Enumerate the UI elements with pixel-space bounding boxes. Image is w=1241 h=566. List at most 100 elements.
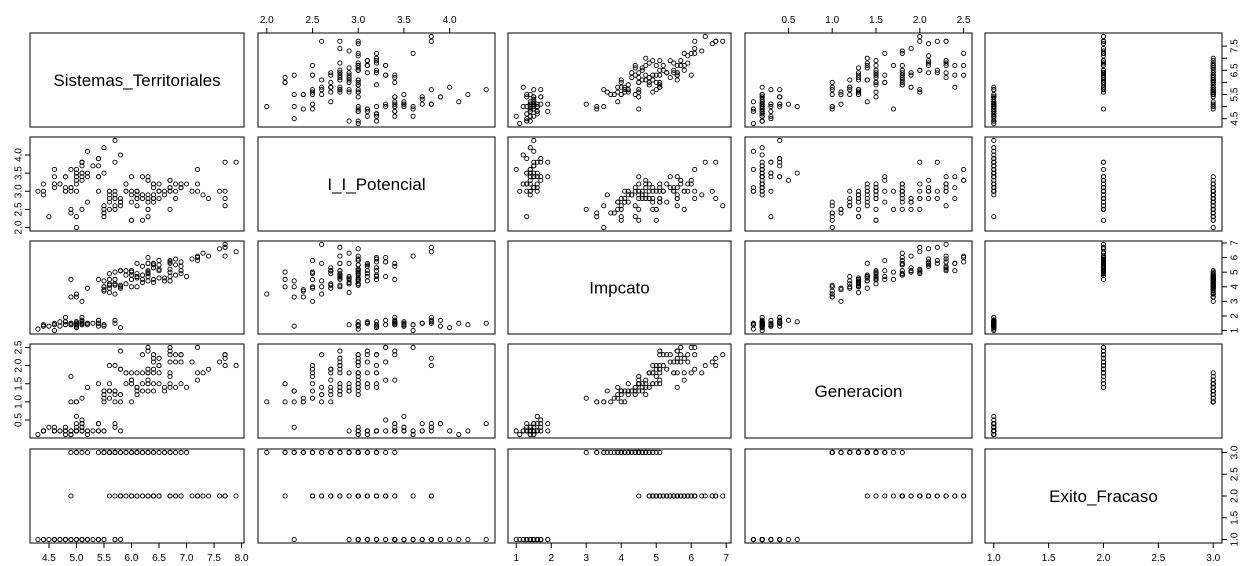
data-point: [873, 72, 879, 78]
data-point: [664, 493, 670, 499]
data-point: [117, 536, 124, 543]
data-point: [1100, 256, 1107, 262]
data-point: [101, 388, 107, 394]
data-point: [1210, 282, 1216, 288]
data-point: [622, 388, 628, 394]
data-point: [991, 181, 997, 187]
data-point: [685, 188, 691, 194]
data-point: [527, 174, 533, 180]
data-point: [337, 260, 343, 266]
data-point: [355, 363, 361, 369]
data-point: [1210, 192, 1216, 198]
data-point: [62, 424, 68, 430]
data-point: [410, 253, 416, 259]
data-point: [392, 377, 398, 383]
data-point: [62, 319, 68, 325]
data-point: [328, 99, 334, 105]
data-point: [520, 428, 526, 434]
data-point: [873, 89, 879, 95]
data-point: [534, 421, 540, 427]
axes-layer: 4.5 5.0 5.5 6.0 6.5 7.0 7.5 8.02.0 2.5 3.0 3.5 4.01…: [14, 15, 1241, 564]
data-point: [106, 192, 113, 198]
data-point: [768, 188, 774, 194]
data-point: [291, 449, 297, 456]
data-point: [1100, 363, 1107, 369]
data-point: [346, 70, 352, 76]
variable-label: I_I_Potencial: [327, 175, 425, 194]
data-point: [829, 104, 835, 110]
data-point: [337, 355, 343, 361]
data-point: [615, 449, 621, 456]
data-point: [671, 370, 677, 376]
data-point: [106, 188, 113, 194]
data-point: [838, 101, 844, 107]
data-point: [657, 199, 663, 205]
data-point: [527, 99, 533, 105]
data-point: [106, 199, 113, 205]
data-point: [167, 177, 173, 183]
x-tick-label: 2.5: [1151, 553, 1165, 564]
panel-4-3: [744, 448, 973, 544]
data-point: [513, 536, 519, 543]
data-point: [838, 287, 844, 293]
data-point: [112, 291, 118, 297]
data-point: [1100, 75, 1107, 81]
data-point: [291, 116, 297, 122]
data-point: [785, 177, 791, 183]
data-point: [167, 188, 173, 194]
data-point: [991, 113, 997, 119]
data-point: [917, 266, 923, 272]
data-point: [829, 91, 835, 98]
data-point: [952, 268, 958, 274]
data-point: [991, 108, 997, 114]
data-point: [653, 188, 659, 194]
data-point: [917, 206, 923, 212]
data-point: [291, 294, 297, 300]
data-point: [636, 181, 642, 187]
data-point: [777, 156, 783, 162]
data-point: [437, 94, 444, 100]
data-point: [84, 320, 91, 326]
data-point: [106, 282, 113, 288]
data-point: [112, 192, 118, 198]
data-point: [465, 536, 471, 543]
data-point: [991, 84, 997, 90]
data-point: [829, 288, 835, 294]
data-point: [838, 91, 844, 98]
data-point: [777, 174, 783, 180]
data-point: [1100, 70, 1107, 76]
data-point: [355, 381, 361, 387]
data-point: [139, 174, 146, 180]
data-point: [112, 159, 118, 165]
data-point: [1210, 181, 1216, 187]
data-point: [759, 320, 765, 326]
data-point: [355, 266, 361, 272]
data-point: [664, 181, 670, 187]
data-point: [73, 214, 79, 220]
data-point: [84, 285, 91, 291]
data-point: [873, 195, 879, 202]
data-point: [328, 449, 334, 456]
x-tick-label: 2.0: [913, 15, 927, 26]
data-point: [759, 314, 765, 320]
data-point: [660, 363, 666, 369]
data-point: [328, 285, 334, 291]
data-point: [899, 77, 905, 83]
data-point: [622, 449, 628, 456]
data-point: [1100, 384, 1107, 390]
data-point: [674, 72, 680, 78]
data-point: [150, 276, 157, 283]
data-point: [145, 206, 151, 212]
data-point: [1210, 82, 1216, 88]
data-point: [527, 106, 533, 112]
data-point: [145, 177, 151, 183]
x-tick-label: 4.0: [443, 15, 457, 26]
data-point: [650, 58, 656, 64]
data-point: [882, 268, 888, 274]
data-point: [534, 181, 540, 187]
variable-label: Exito_Fracaso: [1049, 487, 1158, 506]
x-tick-label: 5: [653, 553, 659, 564]
data-point: [899, 250, 905, 256]
data-point: [1210, 67, 1216, 73]
data-point: [355, 62, 361, 69]
